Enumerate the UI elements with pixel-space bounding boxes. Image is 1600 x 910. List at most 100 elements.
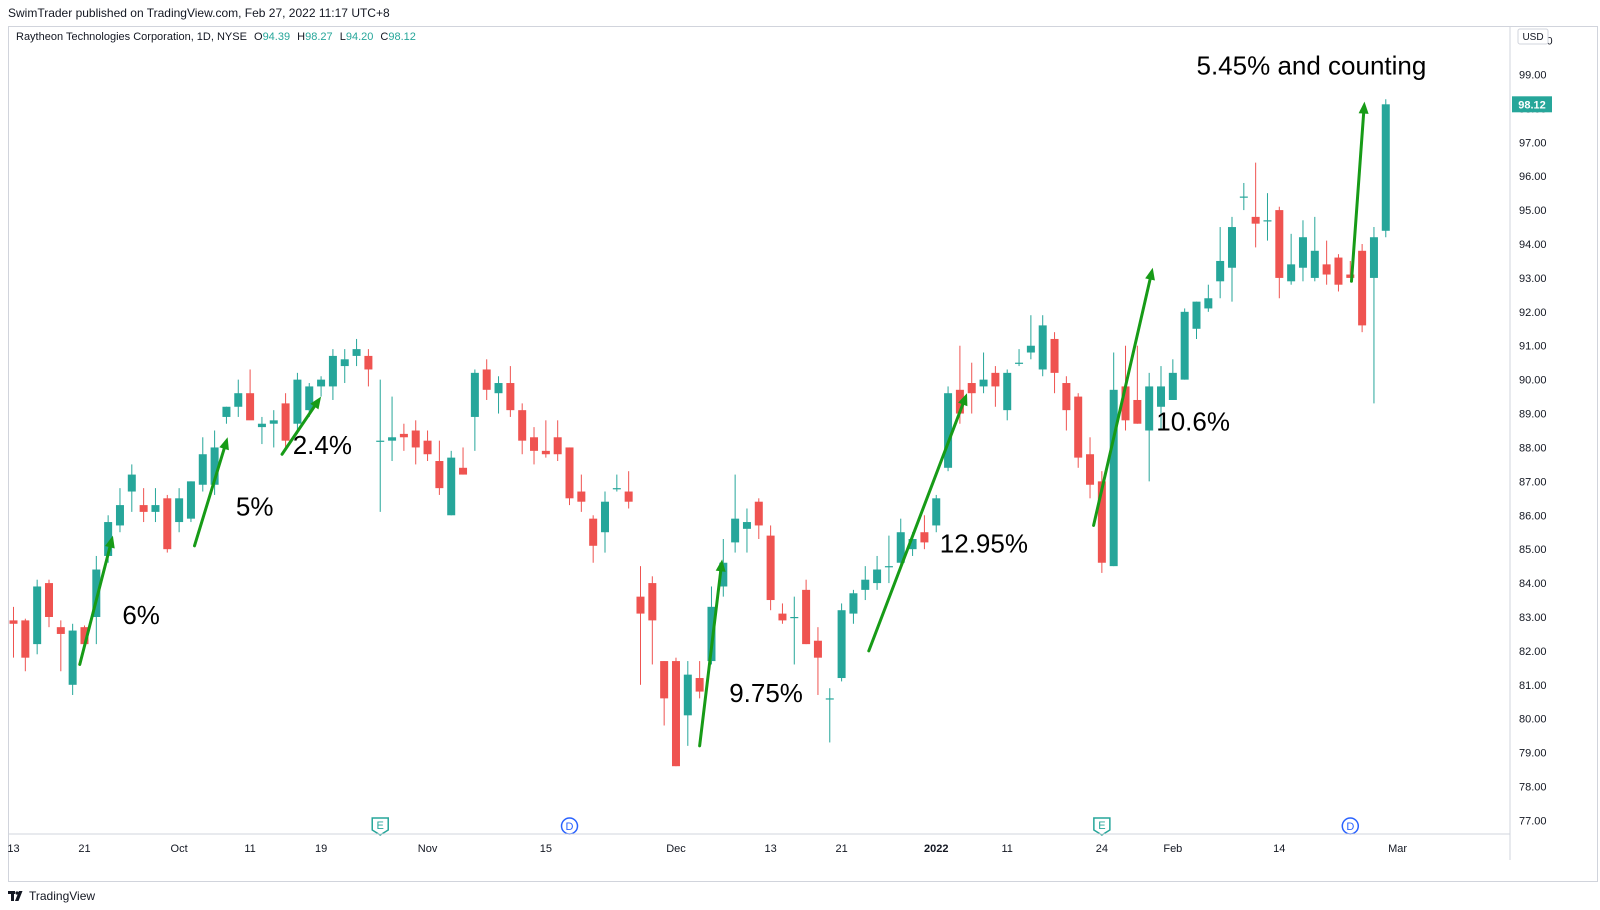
- candle: [695, 661, 704, 699]
- trend-arrow-line: [1092, 277, 1152, 527]
- candle: [589, 515, 598, 563]
- price-tick-label: 89.00: [1519, 409, 1547, 421]
- candle: [1275, 206, 1284, 299]
- price-tick-label: 88.00: [1519, 442, 1547, 454]
- candle-body: [1180, 311, 1189, 380]
- candle-body: [1227, 227, 1236, 268]
- candle-body: [813, 640, 822, 658]
- candle: [435, 440, 444, 495]
- candle: [896, 518, 905, 570]
- candle-body: [1121, 386, 1130, 421]
- trend-annotation-label: 2.4%: [293, 430, 352, 460]
- candle: [944, 386, 953, 472]
- candle-body: [802, 589, 811, 645]
- candle-body: [1062, 383, 1071, 411]
- trend-annotation: 6%: [78, 535, 160, 666]
- candle: [1239, 182, 1248, 211]
- candle: [742, 508, 751, 553]
- price-tick-label: 93.00: [1519, 273, 1547, 285]
- candle: [151, 488, 160, 523]
- trend-annotation-label: 10.6%: [1156, 407, 1230, 437]
- candle: [44, 579, 53, 628]
- time-tick-label: 19: [315, 843, 327, 855]
- candle: [1003, 369, 1012, 421]
- candle: [186, 481, 195, 523]
- candle-body: [648, 583, 657, 621]
- candle-body: [1204, 298, 1213, 309]
- candle-body: [1381, 104, 1390, 231]
- earnings-marker-shape: [1093, 817, 1111, 836]
- candle: [198, 437, 207, 492]
- candle: [1216, 227, 1225, 299]
- time-tick-label: 11: [1002, 843, 1013, 855]
- dividend-marker-label: D: [566, 821, 574, 833]
- time-tick-label: Feb: [1163, 843, 1182, 855]
- time-tick-label: 13: [7, 843, 19, 855]
- trend-annotation: 5%: [192, 437, 273, 548]
- candle-body: [388, 437, 397, 441]
- candle-body: [1192, 301, 1201, 329]
- candle: [1322, 240, 1331, 285]
- candle: [388, 396, 397, 462]
- trend-arrow-line: [280, 405, 316, 456]
- candle: [115, 488, 124, 533]
- candle-body: [1216, 260, 1225, 282]
- candle: [1251, 162, 1260, 248]
- earnings-marker: E: [371, 817, 389, 836]
- trend-arrow-head: [1145, 267, 1155, 281]
- candle-body: [494, 383, 503, 394]
- trend-arrow-line: [192, 447, 226, 548]
- candle-body: [920, 532, 929, 543]
- candle-body: [778, 613, 787, 621]
- candle-body: [671, 661, 680, 767]
- candle-body: [861, 579, 870, 590]
- candle: [1334, 254, 1343, 292]
- symbol-title: Raytheon Technologies Corporation, 1D, N…: [16, 31, 247, 43]
- candle-body: [293, 379, 302, 424]
- time-tick-label: 21: [78, 843, 90, 855]
- trend-annotation: 5.45% and counting: [1197, 50, 1426, 283]
- candle: [1298, 220, 1307, 282]
- time-tick-label: Mar: [1388, 843, 1407, 855]
- trend-arrow-line: [78, 545, 112, 666]
- candle: [1050, 332, 1059, 394]
- time-tick-label: 2022: [924, 843, 948, 855]
- candle-body: [1168, 372, 1177, 400]
- candle: [873, 555, 882, 590]
- candle: [1381, 99, 1390, 238]
- price-tick-label: 78.00: [1519, 782, 1547, 794]
- candle: [1263, 193, 1272, 241]
- candle: [565, 447, 574, 506]
- candle: [340, 349, 349, 384]
- candle-body: [352, 349, 361, 356]
- candle-body: [1275, 210, 1284, 278]
- last-price-label: 98.12: [1518, 99, 1546, 111]
- low-value: 94.20: [345, 31, 374, 43]
- candle-body: [21, 620, 30, 658]
- candle: [518, 403, 527, 455]
- candle: [1086, 437, 1095, 499]
- candle-body: [1038, 325, 1047, 370]
- candle-body: [967, 383, 976, 394]
- candle: [470, 369, 479, 451]
- candle: [1133, 345, 1142, 424]
- candle-body: [80, 627, 89, 645]
- candle: [648, 576, 657, 665]
- price-tick-label: 90.00: [1519, 375, 1547, 387]
- candle: [683, 661, 692, 746]
- candle-body: [825, 698, 834, 700]
- price-tick-label: 85.00: [1519, 544, 1547, 556]
- price-tick-label: 94.00: [1519, 239, 1547, 251]
- candle-body: [636, 596, 645, 614]
- time-tick-label: Dec: [666, 843, 686, 855]
- candle-body: [1322, 264, 1331, 275]
- candle-body: [175, 498, 184, 523]
- time-tick-label: Oct: [171, 843, 188, 855]
- candle-body: [411, 430, 420, 448]
- earnings-marker-label: E: [377, 820, 384, 832]
- candle-body: [849, 593, 858, 614]
- candle: [731, 474, 740, 553]
- candle: [920, 515, 929, 550]
- candle-body: [683, 674, 692, 716]
